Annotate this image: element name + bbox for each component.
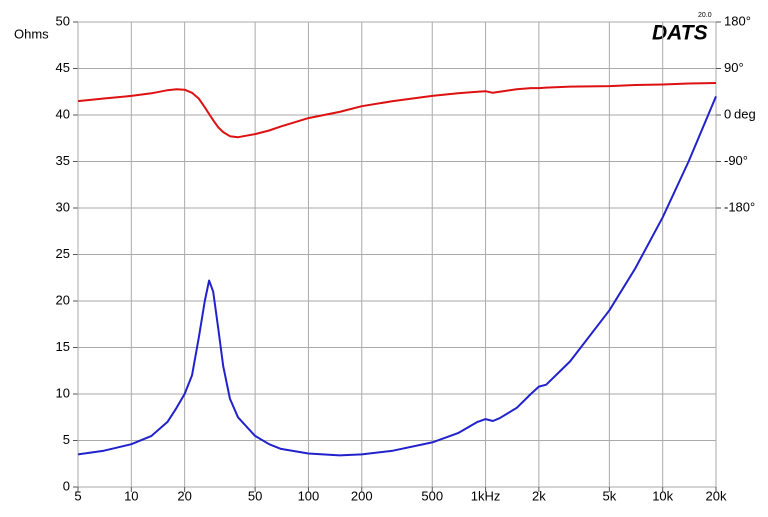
logo: DATS: [652, 22, 708, 45]
x-tick-label: 1kHz: [471, 488, 501, 503]
y-tick-label: 5: [63, 432, 70, 447]
x-tick-label: 200: [351, 488, 373, 503]
y-tick-label: 15: [56, 339, 70, 354]
x-tick-label: 10k: [652, 488, 673, 503]
y-tick-label: 50: [56, 13, 70, 28]
x-tick-label: 2k: [532, 488, 546, 503]
y-axis-label: Ohms: [14, 26, 49, 41]
y2-tick-label: 180°: [724, 13, 751, 28]
x-tick-label: 100: [298, 488, 320, 503]
y2-tick-label: 90°: [724, 60, 744, 75]
x-tick-label: 5: [74, 488, 81, 503]
x-tick-label: 50: [248, 488, 262, 503]
series-line: [77, 82, 717, 139]
y-tick-label: 30: [56, 199, 70, 214]
series-line: [77, 96, 717, 457]
y-tick-label: 25: [56, 246, 70, 261]
x-tick-label: 500: [421, 488, 443, 503]
y-tick-label: 0: [63, 478, 70, 493]
x-tick-label: 20: [177, 488, 191, 503]
y2-tick-label: -90°: [724, 153, 748, 168]
y2-tick-label: 0: [724, 106, 731, 121]
y-tick-label: 10: [56, 385, 70, 400]
x-tick-label: 5k: [602, 488, 616, 503]
y2-axis-label: deg: [734, 106, 756, 121]
version: 20.0: [698, 12, 712, 19]
x-tick-label: 10: [124, 488, 138, 503]
y-tick-label: 40: [56, 106, 70, 121]
y-tick-label: 35: [56, 153, 70, 168]
y-tick-label: 20: [56, 292, 70, 307]
y-tick-label: 45: [56, 60, 70, 75]
y2-tick-label: -180°: [724, 199, 755, 214]
x-tick-label: 20k: [706, 488, 727, 503]
